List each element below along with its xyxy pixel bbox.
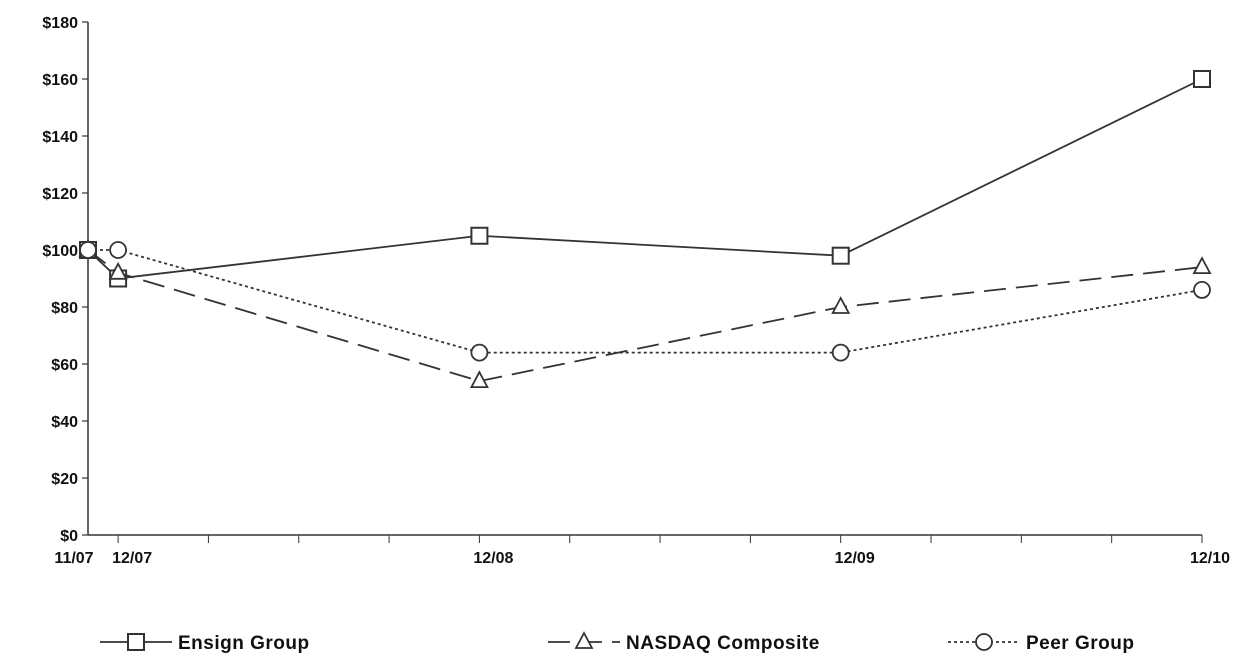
data-point — [1192, 256, 1212, 275]
x-tick-label: 12/09 — [835, 550, 875, 567]
legend-marker — [127, 633, 145, 651]
y-tick-label: $100 — [42, 243, 78, 260]
legend: Ensign Group NASDAQ Composite Peer Group — [100, 631, 1134, 654]
y-tick-label: $180 — [42, 15, 78, 32]
data-point — [1193, 280, 1211, 299]
x-axis-ticks: 11/07 12/07 12/08 12/09 12/10 — [54, 535, 1230, 567]
data-point — [831, 343, 850, 362]
series-ensign-group — [79, 70, 1211, 288]
legend-marker — [574, 631, 594, 649]
data-point — [831, 296, 851, 314]
x-tick-label: 12/08 — [473, 550, 513, 567]
y-tick-label: $60 — [51, 357, 78, 374]
legend-item-peer-group: Peer Group — [948, 633, 1134, 654]
axes — [87, 22, 1202, 536]
series-line — [87, 249, 1203, 383]
data-point — [469, 370, 489, 389]
y-tick-label: $140 — [42, 129, 78, 146]
y-tick-label: $20 — [51, 471, 78, 488]
data-point — [79, 241, 97, 259]
series-line — [87, 78, 1203, 280]
legend-label: Ensign Group — [178, 633, 310, 654]
data-point — [109, 241, 128, 259]
y-tick-label: $160 — [42, 72, 78, 89]
x-tick-label: 12/10 — [1190, 550, 1230, 567]
y-tick-label: $40 — [51, 414, 78, 431]
series-line — [88, 249, 1203, 354]
legend-item-ensign-group: Ensign Group — [100, 633, 310, 654]
data-point — [1193, 70, 1211, 88]
data-point — [831, 246, 850, 265]
y-tick-label: $80 — [51, 300, 78, 317]
series-peer-group — [79, 241, 1211, 362]
y-tick-label: $0 — [60, 528, 78, 545]
data-point — [470, 226, 489, 245]
x-tick-label: 11/07 — [54, 550, 93, 567]
y-axis-ticks: $0 $20 $40 $60 $80 $100 $120 $140 $160 $180 — [42, 15, 88, 545]
legend-item-nasdaq-composite: NASDAQ Composite — [548, 631, 820, 654]
series-layer — [78, 70, 1212, 389]
x-tick-label: 12/07 — [112, 550, 152, 567]
data-point — [108, 261, 128, 280]
y-tick-label: $120 — [42, 186, 78, 203]
legend-label: NASDAQ Composite — [626, 633, 820, 654]
data-point — [470, 343, 489, 362]
legend-marker — [975, 633, 993, 651]
legend-label: Peer Group — [1026, 633, 1134, 654]
